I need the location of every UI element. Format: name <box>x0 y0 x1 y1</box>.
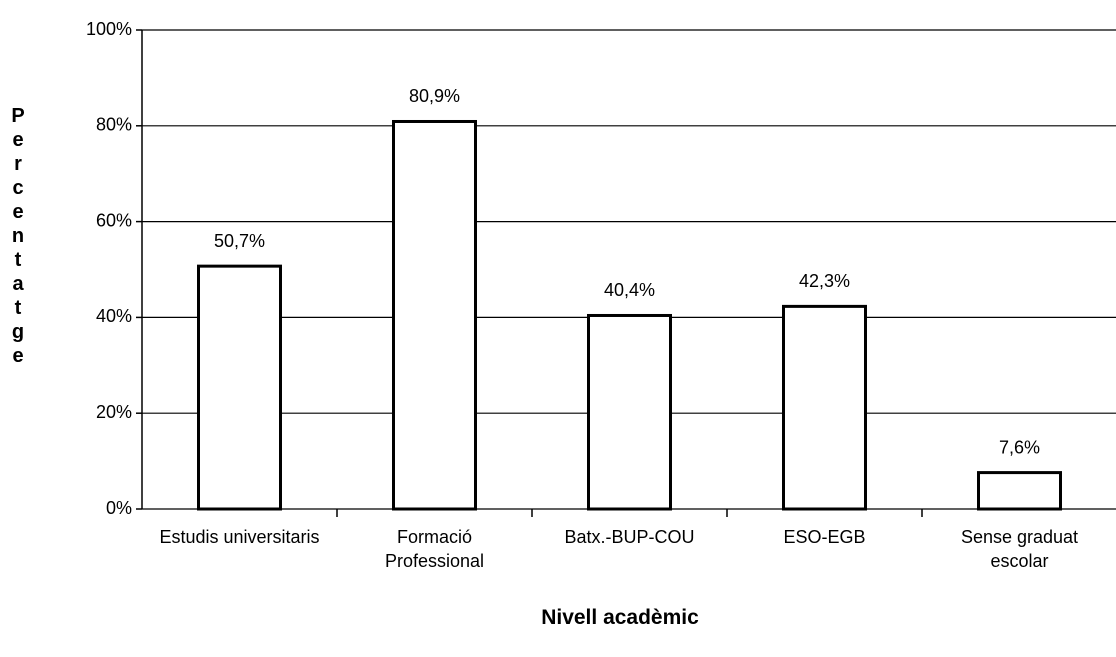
bar <box>782 304 867 511</box>
y-tick-label: 20% <box>96 402 132 422</box>
y-tick-label: 100% <box>86 19 132 39</box>
x-tick-label: Estudis universitaris <box>159 527 320 547</box>
y-tick-label: 0% <box>106 498 132 518</box>
x-axis-title: Nivell acadèmic <box>541 606 699 629</box>
data-label: 42,3% <box>799 271 850 291</box>
bar <box>977 471 1062 511</box>
x-tick-label: Sense graduat escolar <box>960 527 1079 571</box>
data-label: 40,4% <box>604 280 655 300</box>
y-tick-label: 40% <box>96 306 132 326</box>
bar <box>392 119 477 511</box>
data-label: 50,7% <box>214 231 265 251</box>
data-label: 7,6% <box>999 437 1040 457</box>
data-label: 80,9% <box>409 86 460 106</box>
bar <box>587 313 672 511</box>
y-tick-label: 60% <box>96 210 132 230</box>
x-tick-label: ESO-EGB <box>783 527 866 547</box>
y-tick-label: 80% <box>96 115 132 135</box>
y-axis-title: Percentatge <box>11 105 25 367</box>
bar <box>197 264 282 511</box>
x-tick-label: Batx.-BUP-COU <box>564 527 695 547</box>
x-tick-label: Formació Professional <box>384 527 485 571</box>
